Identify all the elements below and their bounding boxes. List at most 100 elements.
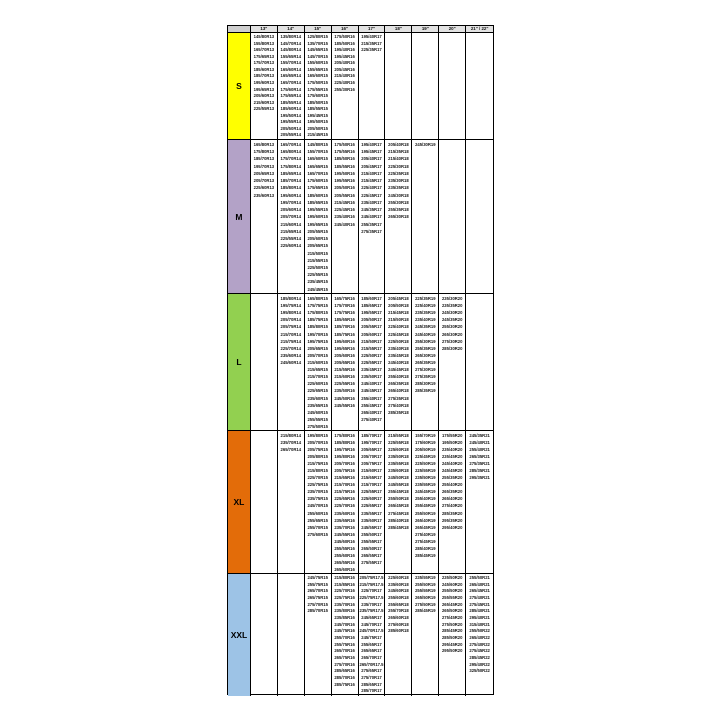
- size-cell-xl-col3: 195/80R15 205/70R15 205/75R15 205/80R15 215/…: [305, 431, 332, 573]
- tire-size-value: 235/30R18: [388, 178, 409, 184]
- tire-size-value: 195/65R16: [334, 345, 355, 351]
- tire-size-value: 265/70R14: [280, 447, 302, 453]
- tire-size-value: 245/60R14: [280, 359, 302, 365]
- tire-size-value: 255/35R20: [441, 475, 463, 481]
- tire-size-value: 225/50R19: [415, 461, 436, 467]
- tire-size-value: 175/55R15: [307, 86, 328, 92]
- tire-size-value: 235/60R14: [280, 352, 302, 358]
- tire-size-value: 265/45R20: [441, 601, 463, 607]
- tire-size-value: 275/30R19: [415, 367, 436, 373]
- tire-size-value: 215/75R15: [307, 461, 328, 467]
- tire-size-value: 175/75R15: [307, 303, 328, 309]
- size-cell-xl-col9: 245/35R21 245/40R21 255/40R21 265/35R21 275/…: [466, 431, 493, 573]
- tire-size-value: 285/40R18: [388, 517, 409, 523]
- tire-size-value: 195/55R15: [307, 207, 328, 213]
- tire-size-value: 145/80R14: [280, 47, 302, 53]
- size-cell-l-col6: 205/45R18 205/50R18 215/45R18 215/50R18 225/…: [385, 294, 413, 430]
- tire-size-value: 185/50R15: [307, 99, 328, 105]
- tire-size-value: 185/65R16: [334, 317, 355, 323]
- tire-size-value: 195/50R20: [441, 440, 463, 446]
- tire-size-value: 255/35R17: [361, 221, 382, 227]
- tire-size-value: 255/65R15: [307, 517, 328, 523]
- tire-size-value: 195/60R13: [253, 79, 275, 85]
- tire-size-value: 165/70R13: [253, 47, 275, 53]
- tire-size-value: 205/60R13: [253, 93, 275, 99]
- tire-size-value: 235/55R19: [415, 482, 436, 488]
- tire-size-value: 285/60R18: [388, 628, 409, 634]
- tire-size-value: 215/40R17: [361, 170, 382, 176]
- tire-size-value: 285/50R20: [441, 635, 463, 641]
- tire-size-value: 205/50R15: [307, 125, 328, 131]
- tire-size-value: 225/45R16: [334, 207, 355, 213]
- tire-size-value: 245/40R20: [441, 461, 463, 467]
- tire-size-value: 255/50R18: [388, 496, 409, 502]
- tire-size-value: 285/30R19: [415, 381, 436, 387]
- tire-size-value: 265/45R21: [469, 588, 490, 594]
- tire-size-value: 185/55R15: [307, 106, 328, 112]
- tire-size-value: 235/40R20: [441, 447, 463, 453]
- tire-size-value: 195/65R15: [307, 221, 328, 227]
- tire-size-value: 295/50R20: [441, 648, 463, 654]
- tire-size-value: 215/45R16: [334, 199, 355, 205]
- tire-size-value: 195/50R16: [334, 170, 355, 176]
- tire-size-value: 255/50R17: [361, 531, 382, 537]
- tire-size-value: 225/45R17: [361, 192, 382, 198]
- tire-size-value: 255/55R15: [307, 416, 328, 422]
- tire-size-value: 245/40R16: [334, 221, 355, 227]
- tire-size-value: 255/30R20: [441, 324, 463, 330]
- tire-size-value: 265/35R21: [469, 454, 490, 460]
- tire-size-value: 235/50R18: [388, 454, 409, 460]
- tire-size-value: 255/40R20: [441, 482, 463, 488]
- tire-size-value: 265/30R18: [388, 214, 409, 220]
- size-cell-xxl-col4: 215/80R16 215/85R16 225/70R16 225/75R16 235/…: [332, 574, 359, 696]
- tire-size-value: 265/70R17: [361, 655, 382, 661]
- tire-size-value: 205/40R17: [361, 156, 382, 162]
- size-cell-xxl-col7: 235/55R19 255/50R19 255/55R19 265/50R19 275/…: [412, 574, 440, 696]
- tire-size-value: 165/80R13: [253, 142, 275, 147]
- tire-size-value: 325/50R22: [469, 668, 490, 674]
- tire-size-value: 265/40R18: [388, 388, 409, 394]
- tire-size-value: 225/75R17.5: [359, 595, 384, 601]
- tire-size-value: 195/80R14: [280, 310, 302, 316]
- size-cell-s-col3: 125/80R15 135/70R15 145/65R15 145/70R15 155/…: [305, 33, 332, 139]
- tire-size-value: 235/45R15: [307, 279, 328, 285]
- tire-size-value: 255/50R19: [415, 581, 436, 587]
- size-cell-xxl-col9: 255/50R21 265/40R21 265/45R21 275/40R21 275/…: [466, 574, 493, 696]
- tire-size-value: 265/55R17: [361, 552, 382, 558]
- tire-size-value: 175/60R15: [307, 93, 328, 99]
- tire-size-value: 165/70R15: [307, 170, 328, 176]
- tire-size-value: 205/55R14: [280, 132, 302, 138]
- tire-size-value: 175/55R16: [334, 149, 355, 155]
- tire-size-value: 265/40R22: [469, 635, 490, 641]
- size-cell-l-col8: 235/30R20 235/35R20 245/30R20 245/35R20 255/…: [439, 294, 467, 430]
- tire-size-value: 145/70R14: [280, 40, 302, 46]
- tire-size-value: 265/45R19: [415, 524, 436, 530]
- tire-size-chart-table: 13" 14" 15" 16" 17" 18" 19" 20" 21" / 22" S 145/8…: [227, 25, 494, 696]
- tire-size-value: 195/60R16: [334, 338, 355, 344]
- tire-size-value: 245/30R19: [415, 142, 436, 147]
- tire-size-value: 205/55R16: [334, 192, 355, 198]
- tire-size-value: 195/75R16: [334, 447, 355, 453]
- tire-size-value: 225/60R17: [361, 496, 382, 502]
- tire-size-value: 245/55R16: [334, 402, 355, 408]
- tire-size-value: 265/75R16: [334, 655, 355, 661]
- tire-size-value: 205/70R17: [361, 454, 382, 460]
- tire-size-value: 255/45R17: [361, 402, 382, 408]
- tire-size-value: 185/70R16: [334, 324, 355, 330]
- tire-size-value: 275/50R20: [441, 621, 463, 627]
- tire-size-value: 235/65R15: [307, 402, 328, 408]
- tire-size-value: 205/75R17.5: [359, 575, 384, 580]
- column-header-2: 14": [277, 26, 305, 32]
- tire-size-value: 245/35R21: [469, 433, 490, 438]
- tire-size-value: 235/85R16: [334, 615, 355, 621]
- tire-size-value: 225/55R19: [415, 468, 436, 474]
- size-cell-xl-col7: 155/70R19 175/60R19 205/50R19 225/45R19 225/…: [412, 431, 440, 573]
- tire-size-value: 265/60R16: [334, 566, 355, 572]
- tire-size-value: 215/70R16: [334, 482, 355, 488]
- size-cell-m-col7: 245/30R19: [412, 140, 440, 293]
- tire-size-value: 315/40R21: [469, 621, 490, 627]
- tire-size-value: 265/60R18: [388, 615, 409, 621]
- tire-size-value: 155/65R15: [307, 66, 328, 72]
- tire-size-value: 245/30R20: [441, 310, 463, 316]
- tire-size-value: 215/40R16: [334, 73, 355, 79]
